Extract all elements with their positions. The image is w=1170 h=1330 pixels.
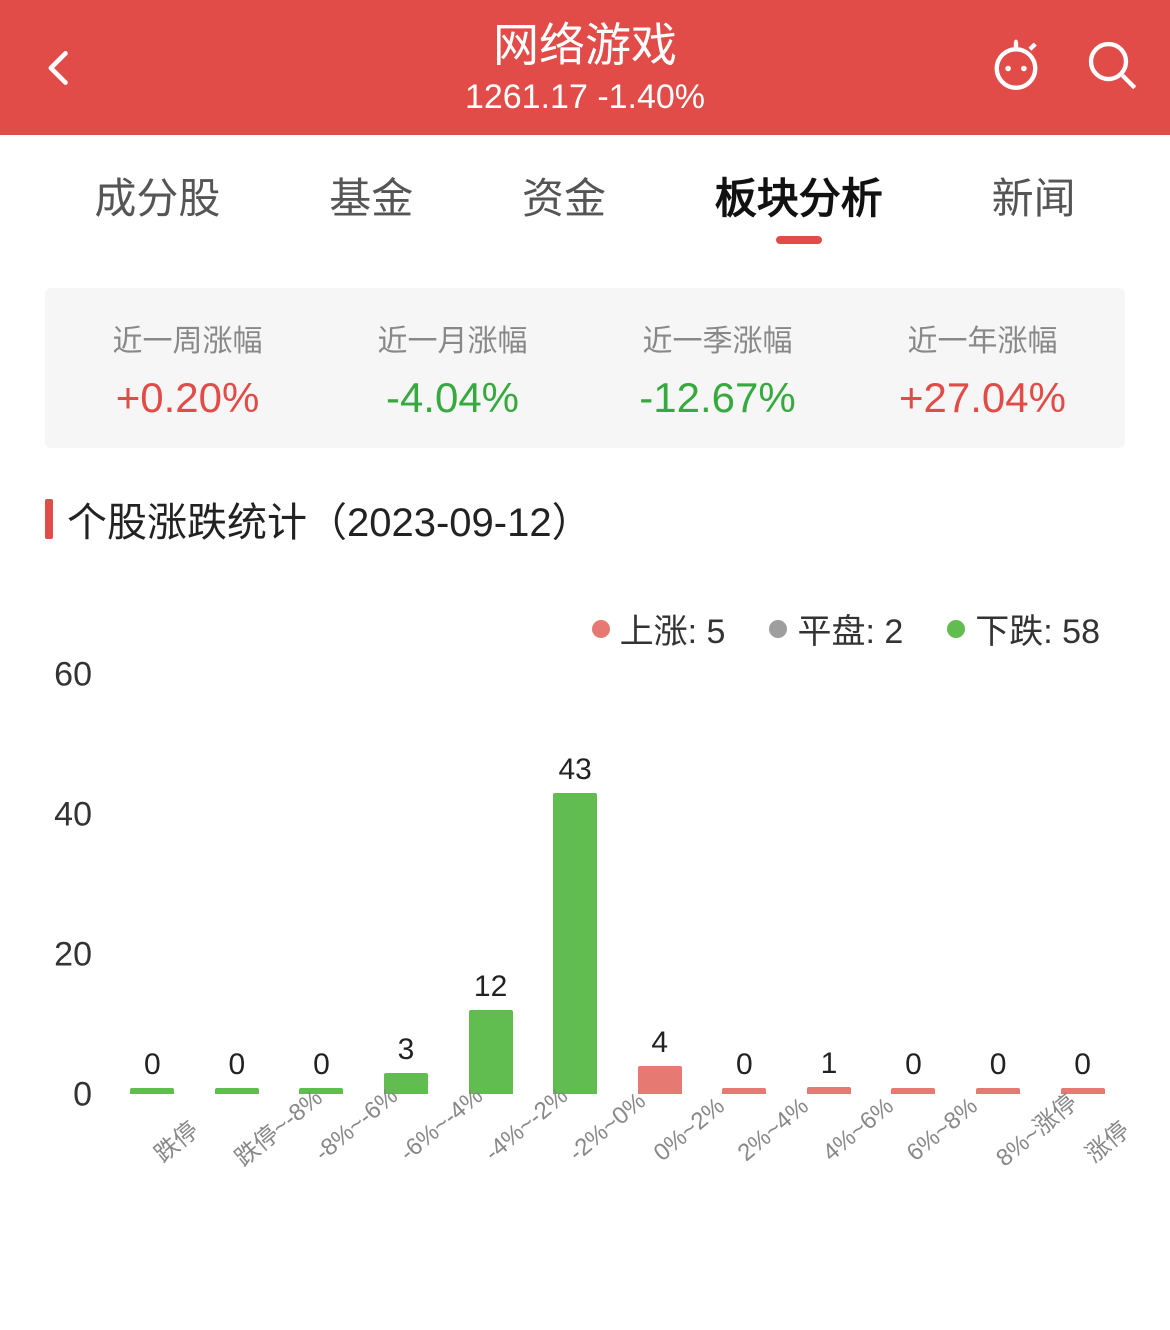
bar-rect [553, 793, 597, 1094]
robot-icon[interactable] [988, 37, 1044, 98]
tab-1[interactable]: 基金 [329, 165, 413, 240]
bar-value-label: 1 [821, 1047, 838, 1081]
bar-rect [976, 1088, 1020, 1094]
period-stat-value: +27.04% [850, 374, 1115, 422]
x-label-9: 6%~8% [891, 1094, 995, 1202]
search-icon[interactable] [1084, 37, 1140, 98]
index-change: -1.40% [597, 78, 705, 116]
bar-rect [638, 1066, 682, 1094]
bar-value-label: 12 [474, 970, 507, 1004]
header-subtitle: 1261.17 -1.40% [465, 78, 705, 117]
bar-rect [722, 1088, 766, 1094]
period-stat-2: 近一季涨幅 -12.67% [585, 316, 850, 422]
bar-rect [130, 1088, 174, 1094]
bar-col-1: 0 [207, 1048, 267, 1094]
chart-legend: 上涨: 5 平盘: 2 下跌: 58 [0, 604, 1100, 653]
y-tick: 20 [54, 936, 92, 975]
bar-rect [891, 1088, 935, 1094]
bar-rect [215, 1088, 259, 1094]
bar-value-label: 0 [905, 1048, 922, 1082]
section-accent-bar [45, 499, 53, 539]
y-tick: 40 [54, 796, 92, 835]
tab-2[interactable]: 资金 [522, 165, 606, 240]
section-title: 个股涨跌统计（2023-09-12） [45, 490, 1125, 548]
legend-item-0: 上涨: 5 [592, 604, 726, 653]
tab-3[interactable]: 板块分析 [715, 165, 883, 240]
period-stat-0: 近一周涨幅 +0.20% [55, 316, 320, 422]
bar-value-label: 0 [990, 1048, 1007, 1082]
x-label-0: 跌停 [129, 1094, 233, 1202]
bar-col-11: 0 [1053, 1048, 1113, 1094]
period-stat-value: -12.67% [585, 374, 850, 422]
bar-value-label: 0 [1074, 1048, 1091, 1082]
x-label-3: -6%~-4% [383, 1094, 487, 1202]
x-label-6: 0%~2% [637, 1094, 741, 1202]
bar-col-9: 0 [883, 1048, 943, 1094]
tab-0[interactable]: 成分股 [94, 165, 220, 240]
header-center: 网络游戏 1261.17 -1.40% [465, 18, 705, 116]
bar-col-0: 0 [122, 1048, 182, 1094]
header-bar: 网络游戏 1261.17 -1.40% [0, 0, 1170, 135]
y-tick: 60 [54, 656, 92, 695]
legend-dot-icon [947, 620, 965, 638]
back-icon[interactable] [30, 46, 90, 90]
chart-y-axis: 0204060 [30, 675, 110, 1095]
bar-value-label: 0 [229, 1048, 246, 1082]
period-stat-value: +0.20% [55, 374, 320, 422]
period-stat-label: 近一年涨幅 [850, 316, 1115, 360]
index-value: 1261.17 [465, 78, 588, 116]
legend-dot-icon [592, 620, 610, 638]
bar-rect [807, 1087, 851, 1094]
legend-text: 上涨: 5 [620, 604, 726, 653]
legend-text: 下跌: 58 [975, 604, 1100, 653]
tab-4[interactable]: 新闻 [992, 165, 1076, 240]
x-label-4: -4%~-2% [468, 1094, 572, 1202]
legend-text: 平盘: 2 [797, 604, 903, 653]
bar-value-label: 0 [313, 1048, 330, 1082]
period-stat-label: 近一季涨幅 [585, 316, 850, 360]
period-stat-3: 近一年涨幅 +27.04% [850, 316, 1115, 422]
header-actions [988, 37, 1140, 98]
tab-bar: 成分股 基金 资金 板块分析 新闻 [0, 135, 1170, 258]
period-stat-label: 近一周涨幅 [55, 316, 320, 360]
bar-value-label: 43 [558, 753, 591, 787]
bar-col-2: 0 [291, 1048, 351, 1094]
y-tick: 0 [73, 1076, 92, 1115]
period-stat-1: 近一月涨幅 -4.04% [320, 316, 585, 422]
x-label-7: 2%~4% [721, 1094, 825, 1202]
bar-value-label: 0 [736, 1048, 753, 1082]
bar-col-10: 0 [968, 1048, 1028, 1094]
legend-item-1: 平盘: 2 [769, 604, 903, 653]
bar-value-label: 4 [651, 1026, 668, 1060]
section-title-text: 个股涨跌统计（2023-09-12） [67, 490, 592, 548]
x-label-10: 8%~涨停 [975, 1094, 1079, 1202]
bar-chart: 0204060 00031243401000 跌停跌停~-8%-8%~-6%-6… [30, 675, 1125, 1203]
bar-rect [469, 1010, 513, 1094]
period-stats-card: 近一周涨幅 +0.20%近一月涨幅 -4.04%近一季涨幅 -12.67%近一年涨幅 +… [45, 288, 1125, 448]
x-label-5: -2%~0% [552, 1094, 656, 1202]
x-label-8: 4%~6% [806, 1094, 910, 1202]
bar-value-label: 0 [144, 1048, 161, 1082]
legend-item-2: 下跌: 58 [947, 604, 1100, 653]
bar-col-8: 1 [799, 1047, 859, 1094]
bar-col-5: 43 [545, 753, 605, 1094]
bar-col-6: 4 [630, 1026, 690, 1094]
x-label-1: 跌停~-8% [214, 1094, 318, 1202]
page-title: 网络游戏 [465, 18, 705, 73]
bar-col-7: 0 [714, 1048, 774, 1094]
chart-plot-area: 0 0 0 3 12 43 4 0 1 0 0 0 [110, 675, 1125, 1095]
bar-value-label: 3 [398, 1033, 415, 1067]
legend-dot-icon [769, 620, 787, 638]
bar-col-4: 12 [461, 970, 521, 1094]
period-stat-label: 近一月涨幅 [320, 316, 585, 360]
chart-x-axis: 跌停跌停~-8%-8%~-6%-6%~-4%-4%~-2%-2%~0%0%~2%… [30, 1113, 1125, 1203]
period-stat-value: -4.04% [320, 374, 585, 422]
